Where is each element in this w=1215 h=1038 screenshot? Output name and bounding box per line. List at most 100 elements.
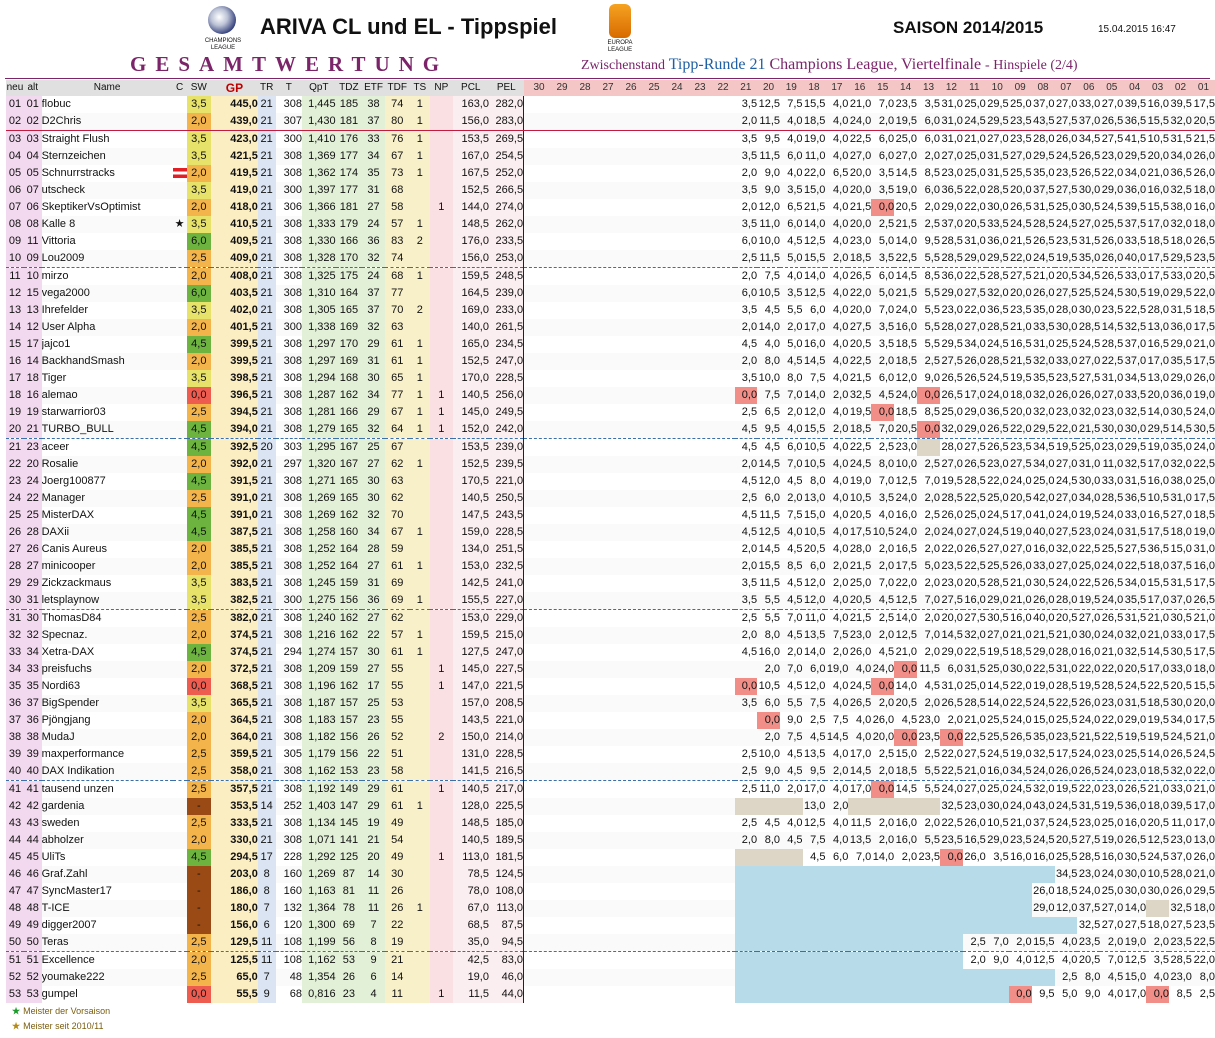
player-name[interactable]: T-ICE [41, 902, 70, 914]
round-header-20[interactable]: 20 [757, 80, 780, 96]
player-name[interactable]: MudaJ [41, 731, 75, 743]
player-name[interactable]: MisterDAX [41, 509, 95, 521]
table-row[interactable]: 51 51 Excellence 2,0 125,5 11 108 1,162 53 9 21 42,… [6, 951, 1215, 969]
player-name[interactable]: Xetra-DAX [41, 646, 95, 658]
round-header-06[interactable]: 06 [1077, 80, 1101, 96]
player-name[interactable]: BackhandSmash [41, 355, 125, 367]
table-row[interactable]: 25 25 MisterDAX 4,5 391,0 21 308 1,269 162 32 70 14… [6, 507, 1215, 524]
table-row[interactable]: 15 17 jajco1 4,5 399,5 21 308 1,297 170 29 61 1 165,… [6, 336, 1215, 353]
player-name[interactable]: maxperformance [41, 748, 125, 760]
round-header-13[interactable]: 13 [917, 80, 940, 96]
player-name[interactable]: ThomasD84 [41, 609, 173, 627]
round-header-27[interactable]: 27 [602, 82, 614, 93]
table-row[interactable]: 52 52 youmake222 2,5 65,0 7 48 1,354 26 6 14 19,0 46… [6, 969, 1215, 986]
round-header-11[interactable]: 11 [962, 80, 986, 96]
round-header-12[interactable]: 12 [939, 80, 963, 96]
table-row[interactable]: 27 26 Canis Aureus 2,0 385,5 21 308 1,252 164 28 5… [6, 541, 1215, 558]
table-row[interactable]: 01 01 flobuc 3,5 445,0 21 308 1,445 185 38 74 1 163,… [6, 96, 1215, 113]
player-name[interactable]: starwarrior03 [41, 406, 106, 418]
table-row[interactable]: 45 45 UliTs 4,5 294,5 17 228 1,292 125 20 49 1 113,0… [6, 849, 1215, 866]
player-name[interactable]: alemao [41, 389, 78, 401]
col-np[interactable]: NP [430, 80, 453, 96]
round-header-28[interactable]: 28 [579, 82, 591, 93]
table-row[interactable]: 28 27 minicooper 2,0 385,5 21 308 1,252 164 27 61 1… [6, 558, 1215, 575]
table-row[interactable]: 21 23 aceer 4,5 392,5 20 303 1,295 167 25 67 153,5 2… [6, 438, 1215, 456]
player-name[interactable]: Specnaz. [41, 629, 88, 641]
round-header-19[interactable]: 19 [780, 80, 803, 96]
col-etf[interactable]: ETF [362, 80, 385, 96]
table-row[interactable]: 18 16 alemao 0,0 396,5 21 308 1,287 162 34 77 1 1 140… [6, 387, 1215, 404]
round-header-05[interactable]: 05 [1100, 80, 1124, 96]
player-name[interactable]: aceer [41, 438, 173, 456]
table-row[interactable]: 22 20 Rosalie 2,0 392,0 21 297 1,320 167 27 62 1 152… [6, 456, 1215, 473]
table-row[interactable]: 38 38 MudaJ 2,0 364,0 21 308 1,182 156 26 52 2 150,0… [6, 729, 1215, 746]
table-row[interactable]: 03 03 Straight Flush 3,5 423,0 21 300 1,410 176 3… [6, 130, 1215, 148]
table-row[interactable]: 34 33 preisfuchs 2,0 372,5 21 308 1,209 159 27 55 1… [6, 661, 1215, 678]
player-name[interactable]: SyncMaster17 [41, 885, 112, 897]
player-name[interactable]: TURBO_BULL [41, 423, 114, 435]
table-row[interactable]: 09 11 Vittoria 6,0 409,5 21 308 1,330 166 36 83 2 17… [6, 233, 1215, 250]
player-name[interactable]: Straight Flush [41, 133, 110, 145]
table-row[interactable]: 35 35 Nordi63 0,0 368,5 21 308 1,196 162 17 55 1 147… [6, 678, 1215, 695]
col-name[interactable]: Name [41, 80, 173, 96]
player-name[interactable]: abholzer [41, 834, 84, 846]
player-name[interactable]: DAX Indikation [41, 765, 115, 777]
player-name[interactable]: Teras [41, 936, 69, 948]
table-row[interactable]: 42 42 gardenia -353,5 14 252 1,403 147 29 61 1 128,… [6, 798, 1215, 815]
table-row[interactable]: 04 04 Sternzeichen 3,5 421,5 21 308 1,369 177 34 6… [6, 148, 1215, 165]
table-row[interactable]: 16 14 BackhandSmash 2,0 399,5 21 308 1,297 169 31… [6, 353, 1215, 370]
player-name[interactable]: mirzo [41, 267, 173, 285]
col-c[interactable]: C [172, 80, 187, 96]
table-row[interactable]: 36 37 BigSpender 3,5 365,5 21 308 1,187 157 25 53 1… [6, 695, 1215, 712]
col-tdz[interactable]: TDZ [335, 80, 363, 96]
table-row[interactable]: 48 48 T-ICE -180,0 7 132 1,364 78 11 26 1 67,0 113,0… [6, 900, 1215, 917]
player-name[interactable]: SkeptikerVsOptimist [41, 201, 141, 213]
round-header-07[interactable]: 07 [1054, 80, 1078, 96]
player-name[interactable]: Pjöngjang [41, 714, 91, 726]
player-name[interactable]: tausend unzen [41, 780, 173, 798]
col-gp[interactable]: GP [211, 80, 258, 96]
table-row[interactable]: 12 15 vega2000 6,0 403,5 21 308 1,310 164 37 77 164… [6, 285, 1215, 302]
round-header-01[interactable]: 01 [1191, 80, 1215, 96]
player-name[interactable]: vega2000 [41, 287, 90, 299]
table-row[interactable]: 37 36 Pjöngjang 2,0 364,5 21 308 1,183 157 23 55 14… [6, 712, 1215, 729]
player-name[interactable]: Canis Aureus [41, 543, 108, 555]
round-header-09[interactable]: 09 [1008, 80, 1032, 96]
player-name[interactable]: minicooper [41, 560, 96, 572]
table-row[interactable]: 13 13 Ihrefelder 3,5 402,0 21 308 1,305 165 37 70 2… [6, 302, 1215, 319]
player-name[interactable]: gardenia [41, 800, 85, 812]
table-row[interactable]: 05 05 Schnurrstracks 2,0 419,5 21 308 1,362 174 3… [6, 165, 1215, 182]
round-header-15[interactable]: 15 [871, 80, 895, 96]
player-name[interactable]: Zickzackmaus [41, 577, 112, 589]
col-pcl[interactable]: PCL [452, 80, 489, 96]
player-name[interactable]: Lou2009 [41, 252, 85, 264]
col-qpt[interactable]: QpT [302, 80, 336, 96]
table-row[interactable]: 49 49 digger2007-156,0 6 120 1,300 69 7 22 68,5 87… [6, 917, 1215, 934]
table-row[interactable]: 20 21 TURBO_BULL 4,5 394,0 21 308 1,279 165 32 64 1… [6, 421, 1215, 439]
col-pel[interactable]: PEL [488, 80, 524, 96]
table-row[interactable]: 53 53 gumpel 0,0 55,5 9 68 0,816 23 4 11 1 11,5 44,0 0… [6, 986, 1215, 1003]
table-row[interactable]: 07 06 SkeptikerVsOptimist 2,0 418,0 21 306 1,36… [6, 199, 1215, 216]
player-name[interactable]: preisfuchs [41, 663, 92, 675]
player-name[interactable]: DAXii [41, 526, 70, 538]
player-name[interactable]: BigSpender [41, 697, 100, 709]
table-row[interactable]: 08 08 Kalle 8 ★ 3,5 410,5 21 308 1,333 179 24 57 1 14… [6, 216, 1215, 233]
round-header-25[interactable]: 25 [648, 82, 660, 93]
col-sw[interactable]: SW [186, 80, 212, 96]
player-name[interactable]: Vittoria [41, 235, 76, 247]
table-row[interactable]: 26 28 DAXii 4,5 387,5 21 308 1,258 160 34 67 1 159,0… [6, 524, 1215, 541]
table-row[interactable]: 24 22 Manager 2,5 391,0 21 308 1,269 165 30 62 140,… [6, 490, 1215, 507]
player-name[interactable]: utscheck [41, 184, 85, 196]
round-header-24[interactable]: 24 [671, 82, 683, 93]
player-name[interactable]: Manager [41, 492, 85, 504]
col-neu[interactable]: neu [6, 80, 24, 96]
player-name[interactable]: UliTs [41, 851, 66, 863]
col-t[interactable]: T [275, 80, 303, 96]
round-header-18[interactable]: 18 [802, 80, 826, 96]
player-name[interactable]: Graf.Zahl [41, 868, 88, 880]
col-tdf[interactable]: TDF [384, 80, 410, 96]
player-name[interactable]: digger2007 [41, 919, 97, 931]
player-name[interactable]: letsplaynow [41, 594, 100, 606]
player-name[interactable]: Schnurrstracks [41, 167, 115, 179]
player-name[interactable]: Sternzeichen [41, 150, 106, 162]
